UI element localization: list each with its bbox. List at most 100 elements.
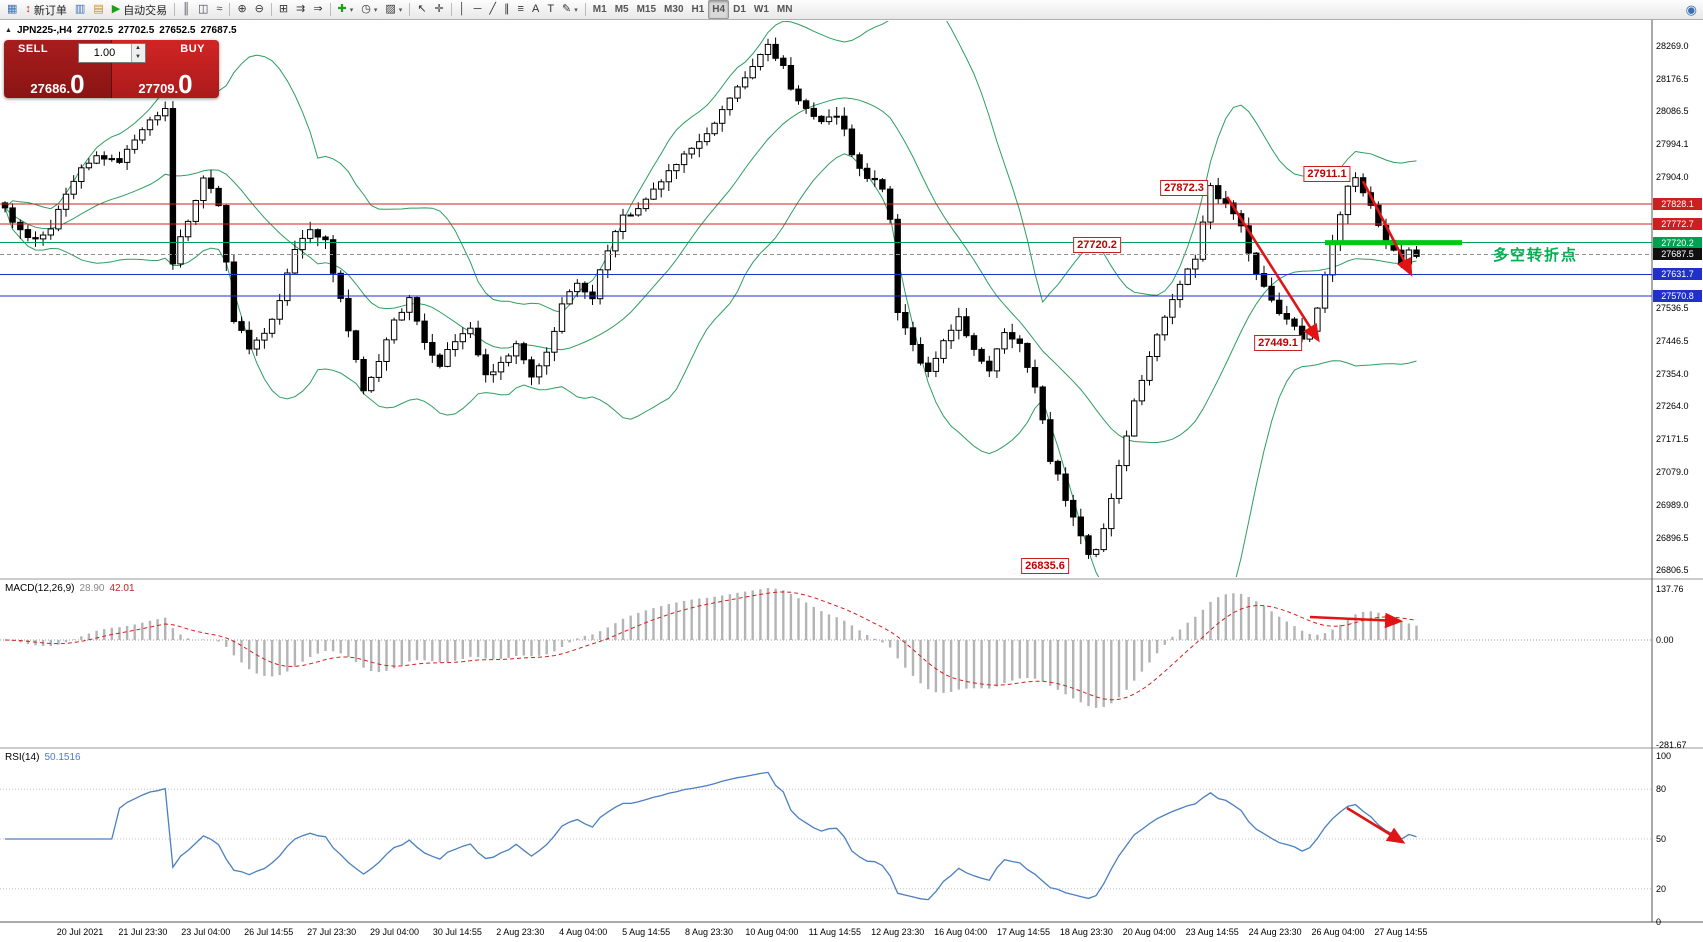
toolbar: ▦ ↕ 新订单 ▥ ▤ ▶ 自动交易 ║ ◫ ≈ ⊕ ⊖ ⊞ ⇉ ⇒ ✚ ▾ ◷ ▾ ▨ ▾ ↖ ✛ │ ─ ╱ ∥ ≡ A T ✎ ▾ M1 M… [0, 0, 1703, 20]
tile-windows-icon: ⊞ [278, 3, 289, 15]
sell-price-main: 27686. [30, 81, 71, 96]
trend-arrows-layer[interactable] [1225, 180, 1413, 343]
sell-price-big-digit: 0 [70, 68, 85, 98]
toolbar-separator [450, 3, 452, 16]
timeframe-mn-button[interactable]: MN [773, 0, 797, 19]
zoom-in-icon: ⊕ [237, 3, 247, 15]
timeframe-w1-button[interactable]: W1 [750, 0, 773, 19]
volume-up-button[interactable]: ▲ [131, 44, 145, 53]
ohlc-low: 27652.5 [159, 25, 196, 36]
timeframe-m1-button[interactable]: M1 [589, 0, 611, 19]
candlestick-chart-button[interactable]: ◫ [194, 0, 212, 19]
cursor-button[interactable]: ↖ [413, 0, 430, 19]
templates-button[interactable]: ▨ ▾ [381, 0, 406, 19]
app-icon[interactable]: ▦ [3, 0, 21, 19]
volume-value: 1.00 [93, 47, 116, 59]
trendline-icon: ╱ [489, 3, 497, 15]
auto-scroll-icon: ⇉ [296, 3, 306, 15]
rsi-value: 50.1516 [44, 752, 81, 763]
one-click-trading-panel: SELL 27686. 0 BUY 27709. 0 1.00 ▲ ▼ [4, 40, 219, 98]
timeframe-h4-button-label: H4 [712, 4, 726, 15]
indicator-arrows-layer[interactable] [1309, 612, 1406, 844]
macd-indicator-label: MACD(12,26,9) 28.90 42.01 [5, 583, 135, 594]
templates-icon: ▨ [385, 3, 396, 15]
crosshair-button[interactable]: ✛ [431, 0, 448, 19]
autotrading-icon: ▶ [111, 3, 121, 15]
cursor-icon: ↖ [417, 3, 427, 15]
text-label-icon: T [547, 3, 555, 15]
toolbar-separator [229, 3, 231, 16]
new-order-button-label: 新订单 [33, 4, 67, 17]
trendline-button[interactable]: ╱ [485, 0, 500, 19]
fibonacci-icon: ≡ [517, 3, 524, 15]
profiles-button[interactable]: ▤ [89, 0, 107, 19]
macd-name: MACD(12,26,9) [5, 583, 75, 594]
templates-caret-icon: ▾ [398, 6, 403, 14]
periods-caret-icon: ▾ [373, 6, 378, 14]
vertical-line-button[interactable]: │ [455, 0, 470, 19]
turning-point-text[interactable]: 多空转折点 [1493, 247, 1579, 264]
zoom-out-button[interactable]: ⊖ [251, 0, 268, 19]
vertical-line-icon: │ [458, 3, 466, 15]
new-order-icon: ↕ [25, 3, 31, 15]
indicators-button[interactable]: ✚ ▾ [334, 0, 358, 19]
ohlc-open: 27702.5 [76, 25, 114, 36]
toolbar-separator [409, 3, 411, 16]
timeframe-h4-button[interactable]: H4 [708, 0, 730, 19]
chart-window-button[interactable]: ▥ [71, 0, 89, 19]
channel-button[interactable]: ∥ [500, 0, 514, 19]
symbol-name: JPN225-,H4 [16, 25, 72, 36]
chart-shift-button[interactable]: ⇒ [309, 0, 326, 19]
indicators-icon: ✚ [337, 3, 347, 15]
buy-price-big-digit: 0 [178, 68, 193, 98]
line-chart-button[interactable]: ≈ [212, 0, 226, 19]
text-label-button[interactable]: T [543, 0, 558, 19]
crosshair-icon: ✛ [434, 3, 444, 15]
timeframe-h1-button-label: H1 [691, 4, 705, 15]
timeframe-mn-button-label: MN [776, 4, 793, 15]
ohlc-close: 27687.5 [200, 25, 237, 36]
arrows-tool-icon: ✎ [562, 3, 572, 15]
toolbar-separator [174, 3, 176, 16]
autotrading-button-label: 自动交易 [123, 4, 168, 17]
text-button[interactable]: A [528, 0, 543, 19]
buy-label: BUY [180, 43, 205, 55]
main-chart-layer [1, 21, 1420, 577]
macd-signal-value: 42.01 [109, 583, 135, 594]
candlestick-chart-icon: ◫ [197, 3, 209, 15]
toolbar-separator [584, 3, 586, 16]
timeframe-d1-button[interactable]: D1 [729, 0, 750, 19]
timeframe-m15-button[interactable]: M15 [633, 0, 660, 19]
timeframe-d1-button-label: D1 [733, 4, 746, 15]
timeframe-h1-button[interactable]: H1 [688, 0, 709, 19]
community-icon[interactable]: ◉ [1685, 2, 1697, 17]
bar-chart-icon: ║ [182, 3, 190, 15]
ohlc-high: 27702.5 [118, 25, 155, 36]
tile-windows-button[interactable]: ⊞ [275, 0, 292, 19]
new-order-button[interactable]: ↕ 新订单 [21, 0, 71, 19]
bar-chart-button[interactable]: ║ [178, 0, 194, 19]
one-click-collapse-button[interactable]: ▲ [5, 27, 12, 34]
timeframe-m30-button[interactable]: M30 [660, 0, 687, 19]
sell-price: 27686. 0 [4, 68, 111, 98]
auto-scroll-button[interactable]: ⇉ [292, 0, 309, 19]
timeframe-m1-button-label: M1 [592, 4, 607, 15]
horizontal-line-button[interactable]: ─ [470, 0, 486, 19]
periods-button[interactable]: ◷ ▾ [357, 0, 381, 19]
buy-price: 27709. 0 [112, 68, 219, 98]
timeframe-m5-button[interactable]: M5 [611, 0, 633, 19]
sell-label: SELL [18, 43, 49, 55]
symbol-info: ▲ JPN225-,H4 27702.5 27702.5 27652.5 276… [5, 25, 237, 36]
macd-value: 28.90 [79, 583, 105, 594]
app-icon-icon: ▦ [7, 3, 18, 15]
zoom-out-icon: ⊖ [254, 3, 264, 15]
autotrading-button[interactable]: ▶ 自动交易 [108, 0, 171, 19]
fibonacci-button[interactable]: ≡ [514, 0, 528, 19]
volume-input[interactable]: 1.00 ▲ ▼ [77, 43, 146, 63]
arrows-tool-button[interactable]: ✎ ▾ [558, 0, 582, 19]
zoom-in-button[interactable]: ⊕ [233, 0, 250, 19]
volume-down-button[interactable]: ▼ [131, 53, 145, 62]
volume-stepper: ▲ ▼ [130, 44, 145, 62]
